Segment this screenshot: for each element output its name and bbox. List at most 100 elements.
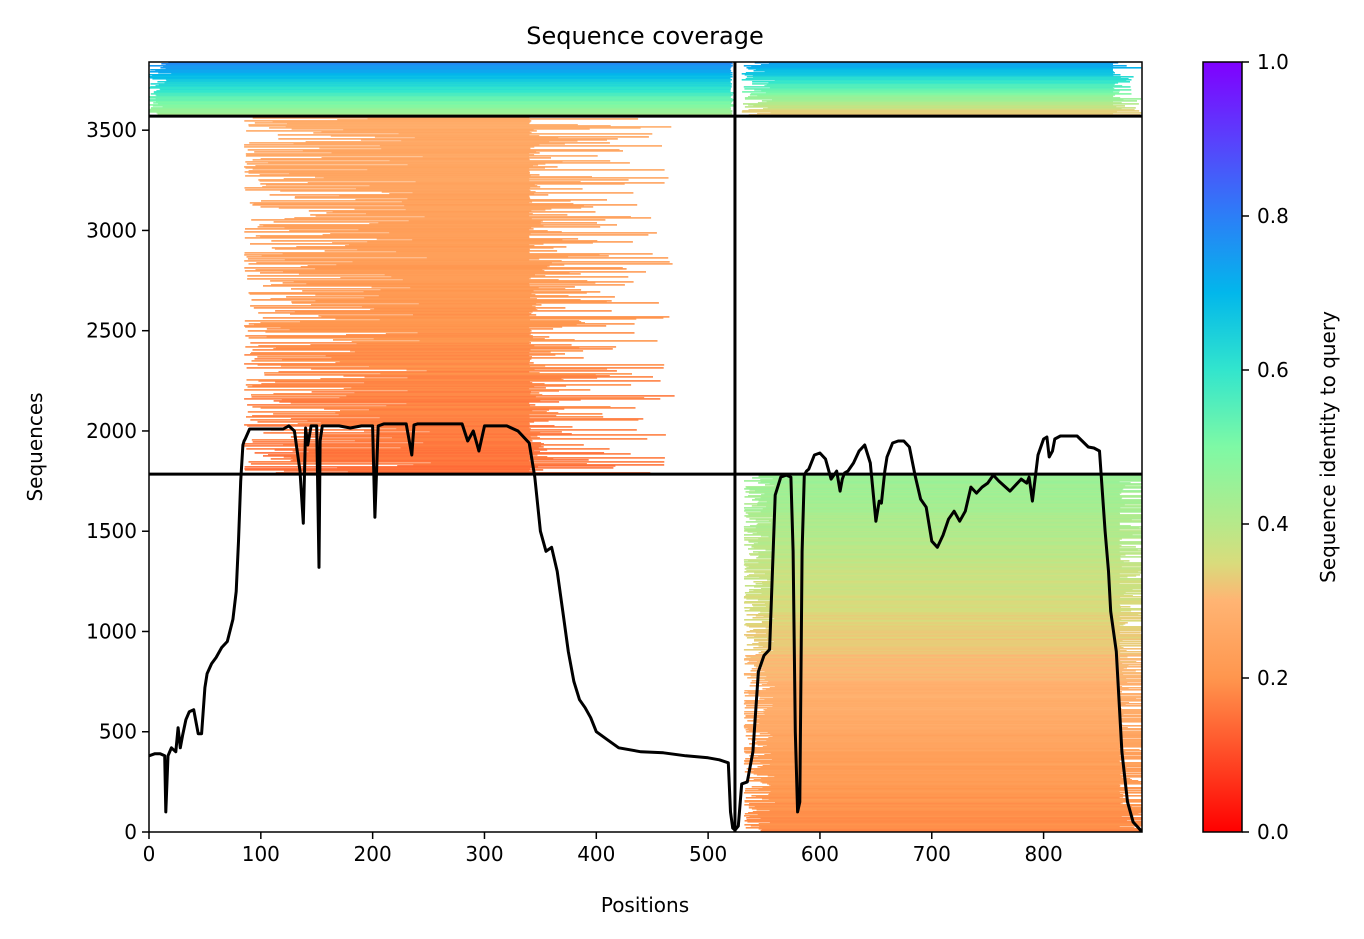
coverage-row	[751, 505, 1142, 507]
coverage-row	[310, 214, 568, 216]
coverage-row	[302, 150, 623, 152]
coverage-row	[755, 527, 1140, 529]
coverage-row	[744, 544, 1120, 546]
coverage-row	[754, 806, 1132, 808]
coverage-row	[754, 636, 1142, 638]
coverage-row	[264, 372, 540, 374]
coverage-row	[747, 738, 1120, 740]
coverage-row	[160, 67, 731, 69]
coverage-row	[251, 360, 530, 362]
coverage-row	[750, 757, 1142, 759]
coverage-row	[355, 199, 607, 201]
coverage-row	[245, 189, 530, 191]
coverage-row	[320, 378, 562, 380]
coverage-row	[345, 245, 535, 247]
coverage-row	[743, 703, 1142, 705]
coverage-row	[744, 528, 1142, 530]
coverage-row	[744, 815, 1134, 817]
coverage-row	[262, 186, 541, 188]
coverage-row	[277, 134, 530, 136]
coverage-row	[748, 492, 1122, 494]
coverage-row	[753, 719, 1142, 721]
coverage-row	[311, 368, 608, 370]
coverage-row	[422, 156, 530, 158]
coverage-row	[773, 650, 1127, 652]
coverage-row	[282, 253, 653, 255]
coverage-row	[768, 737, 1142, 739]
coverage-row	[290, 402, 530, 404]
coverage-row	[379, 417, 530, 419]
coverage-row	[290, 460, 530, 462]
coverage-row	[278, 138, 618, 140]
coverage-row	[150, 71, 731, 73]
coverage-row	[749, 589, 1133, 591]
coverage-row	[162, 106, 731, 108]
x-tick-label: 400	[577, 842, 615, 866]
coverage-row	[758, 482, 1131, 484]
coverage-row	[764, 603, 1142, 605]
coverage-row	[752, 617, 1142, 619]
coverage-row	[245, 155, 598, 157]
coverage-row	[760, 479, 1142, 481]
coverage-row	[168, 62, 733, 64]
coverage-row	[378, 295, 569, 297]
coverage-row	[746, 614, 1139, 616]
coverage-row	[753, 629, 1142, 631]
colorbar-label: Sequence identity to query	[1316, 311, 1340, 583]
coverage-row	[745, 655, 1142, 657]
coverage-row	[745, 512, 1120, 514]
colorbar-tick-label: 0.6	[1257, 358, 1289, 382]
coverage-row	[158, 72, 733, 74]
coverage-row	[244, 398, 661, 400]
coverage-row	[766, 740, 1142, 742]
coverage-row	[249, 293, 532, 295]
coverage-row	[744, 674, 1124, 676]
coverage-row	[291, 288, 566, 290]
coverage-row	[765, 549, 1138, 551]
coverage-row	[367, 241, 633, 243]
coverage-row	[424, 216, 631, 218]
coverage-row	[370, 309, 538, 311]
coverage-row	[744, 106, 1117, 108]
coverage-row	[260, 272, 570, 274]
coverage-row	[760, 818, 1142, 820]
coverage-row	[744, 717, 1120, 719]
coverage-row	[754, 498, 1122, 500]
coverage-row	[260, 322, 585, 324]
coverage-row	[244, 146, 535, 148]
coverage-row	[289, 173, 530, 175]
x-tick-label: 300	[465, 842, 503, 866]
coverage-row	[300, 266, 548, 268]
coverage-row	[766, 84, 1114, 86]
coverage-row	[758, 828, 1142, 830]
coverage-row	[280, 190, 531, 192]
coverage-row	[408, 220, 543, 222]
coverage-row	[755, 666, 1142, 668]
coverage-row	[156, 95, 732, 97]
coverage-row	[258, 380, 661, 382]
coverage-row	[258, 312, 530, 314]
coverage-row	[270, 458, 554, 460]
coverage-row	[744, 97, 1121, 99]
coverage-row	[364, 382, 533, 384]
coverage-row	[269, 127, 641, 129]
coverage-row	[381, 191, 536, 193]
coverage-row	[299, 453, 631, 455]
coverage-row	[290, 418, 644, 420]
coverage-row	[744, 820, 1127, 822]
coverage-row	[745, 521, 1142, 523]
coverage-row	[260, 407, 636, 409]
coverage-row	[772, 580, 1142, 582]
coverage-row	[346, 395, 675, 397]
colorbar-gradient	[1202, 61, 1243, 833]
coverage-row	[244, 354, 556, 356]
coverage-row	[774, 618, 1142, 620]
coverage-row	[407, 390, 559, 392]
coverage-row	[391, 276, 629, 278]
coverage-row	[744, 751, 1126, 753]
coverage-row	[743, 649, 1120, 651]
coverage-row	[753, 770, 1142, 772]
coverage-row	[254, 122, 530, 124]
coverage-row	[263, 225, 544, 227]
coverage-row	[244, 144, 540, 146]
